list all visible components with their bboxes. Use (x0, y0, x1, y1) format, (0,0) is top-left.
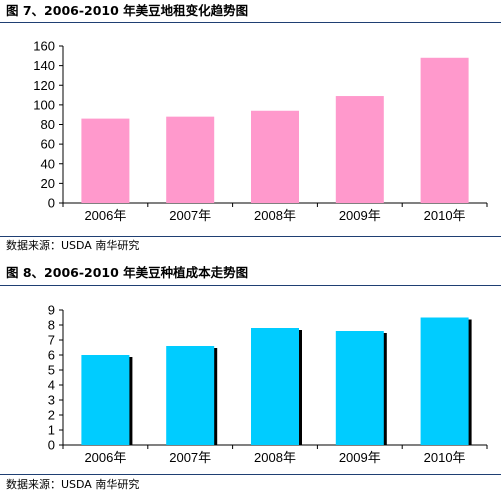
chart1-source-rule (0, 236, 501, 237)
chart2-source: 数据来源：USDA 南华研究 (6, 478, 140, 491)
chart2-x-tick-label: 2008年 (254, 450, 296, 465)
chart2-x-tick-label: 2007年 (169, 450, 211, 465)
chart2-x-tick-label: 2006年 (84, 450, 126, 465)
chart1-y-tick-label: 120 (33, 78, 55, 93)
chart1-y-tick-label: 160 (33, 39, 55, 54)
chart1-y-tick-label: 20 (41, 176, 55, 191)
chart2-y-tick-label: 7 (48, 333, 55, 348)
chart1-bar-2007年 (166, 116, 215, 203)
chart2-y-tick-label: 2 (48, 408, 55, 423)
chart2-y-tick-label: 6 (48, 348, 55, 363)
chart2-title: 图 8、2006-2010 年美豆种植成本走势图 (6, 265, 249, 280)
chart2-bar-2008年 (251, 328, 299, 445)
chart1-x-tick-label: 2007年 (169, 208, 211, 223)
chart2-x-tick-label: 2010年 (424, 450, 466, 465)
chart1-bar-2009年 (335, 96, 384, 203)
chart1-y-tick-label: 80 (41, 117, 55, 132)
chart2-y-tick-label: 4 (48, 378, 55, 393)
chart1-bar-2008年 (251, 110, 299, 203)
chart2-y-tick-label: 9 (48, 303, 55, 318)
chart2-title-rule (0, 285, 501, 286)
chart2-y-tick-label: 1 (48, 423, 55, 438)
chart1-x-tick-label: 2006年 (84, 208, 126, 223)
chart1-x-tick-label: 2008年 (254, 208, 296, 223)
chart1-y-tick-label: 140 (33, 58, 55, 73)
chart2-source-rule (0, 474, 501, 475)
chart2-y-tick-label: 5 (48, 363, 55, 378)
chart1-y-tick-label: 100 (33, 97, 55, 112)
chart1-y-tick-label: 60 (41, 137, 55, 152)
chart2-y-tick-label: 0 (48, 438, 55, 453)
chart1-bar-2010年 (420, 57, 469, 204)
chart1-title: 图 7、2006-2010 年美豆地租变化趋势图 (6, 3, 249, 18)
chart1-source: 数据来源：USDA 南华研究 (6, 239, 140, 252)
chart1-title-rule (0, 22, 501, 23)
chart1-x-tick-label: 2010年 (424, 208, 466, 223)
chart2-y-tick-label: 3 (48, 393, 55, 408)
chart1-y-tick-label: 40 (41, 156, 55, 171)
chart1-x-tick-label: 2009年 (339, 208, 381, 223)
chart2-x-tick-label: 2009年 (339, 450, 381, 465)
chart2-bar-2009年 (335, 331, 384, 445)
chart1-bar-chart: 0 20 40 60 80 100 120 140 160 2006年 2007年 2008年 2009… (33, 39, 488, 223)
chart2-y-tick-label: 8 (48, 318, 55, 333)
chart2-bar-2007年 (166, 346, 215, 445)
chart1-bar-2006年 (81, 118, 130, 203)
chart2-bar-2006年 (81, 355, 130, 445)
chart1-y-tick-label: 0 (48, 196, 55, 211)
chart2-bar-2010年 (420, 317, 469, 445)
